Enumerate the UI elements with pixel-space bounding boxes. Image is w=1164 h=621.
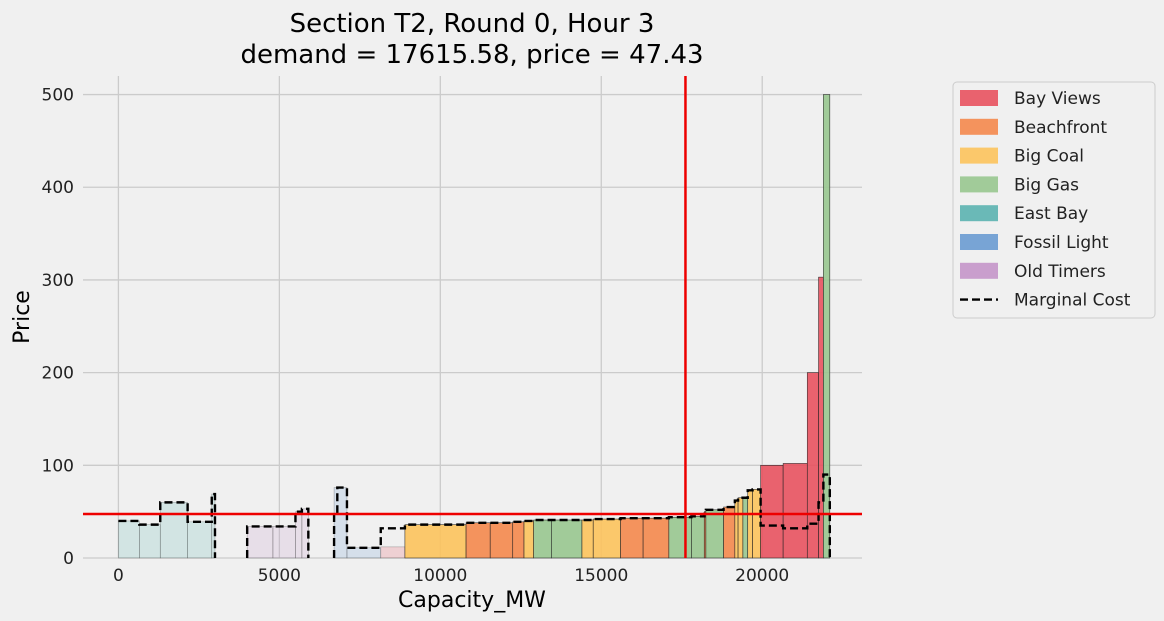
bar-17 xyxy=(533,519,552,559)
bar-16 xyxy=(523,520,534,559)
bar-30 xyxy=(742,496,749,559)
bar-14 xyxy=(489,522,514,559)
bar-37 xyxy=(823,94,831,559)
chart-title-line-1: Section T2, Round 0, Hour 3 xyxy=(290,9,655,39)
y-tick-label-1: 100 xyxy=(42,456,74,476)
x-tick-label-4: 20000 xyxy=(735,566,789,586)
bar-20 xyxy=(592,518,621,559)
legend-swatch-1 xyxy=(960,118,998,135)
legend-swatch-6 xyxy=(960,262,998,279)
bar-24 xyxy=(691,515,705,559)
legend-label-4: East Bay xyxy=(1014,204,1088,224)
legend-label-3: Big Gas xyxy=(1014,175,1079,195)
legend-label-1: Beachfront xyxy=(1014,118,1107,138)
bar-18 xyxy=(551,519,583,559)
bar-19 xyxy=(581,519,594,559)
marginal-cost-lines xyxy=(118,473,832,558)
bar-11 xyxy=(380,546,406,559)
legend-swatch-4 xyxy=(960,205,998,222)
legend-frame xyxy=(952,81,1156,319)
bar-28 xyxy=(734,500,739,559)
bar-35 xyxy=(806,372,819,559)
bar-23 xyxy=(668,516,692,559)
x-tick-label-2: 10000 xyxy=(413,566,467,586)
legend-label-7: Marginal Cost xyxy=(1014,291,1131,311)
marginal-cost-segment-2 xyxy=(332,473,832,558)
bar-12 xyxy=(404,524,467,559)
x-tick-label-3: 15000 xyxy=(574,566,628,586)
bar-15 xyxy=(512,521,525,559)
bar-2 xyxy=(159,502,188,559)
legend: Bay Views Beachfront Big Coal Big Gas East B… xyxy=(952,81,1156,319)
bars xyxy=(118,94,831,559)
legend-swatch-0 xyxy=(960,90,998,106)
gridlines xyxy=(83,76,862,559)
bar-3 xyxy=(187,521,213,559)
reference-lines xyxy=(83,76,862,558)
bar-33 xyxy=(760,465,784,559)
y-tick-label-4: 400 xyxy=(42,178,74,198)
y-tick-label-2: 200 xyxy=(42,364,74,384)
bar-34 xyxy=(782,463,808,559)
y-tick-label-0: 0 xyxy=(63,549,74,569)
bar-29 xyxy=(737,497,744,559)
bar-5 xyxy=(246,526,274,559)
bar-0 xyxy=(118,520,140,559)
bar-6 xyxy=(272,526,296,559)
legend-swatch-5 xyxy=(960,234,998,250)
legend-swatch-3 xyxy=(960,176,998,193)
legend-label-2: Big Coal xyxy=(1014,147,1084,167)
bar-26 xyxy=(705,509,724,559)
y-tick-label-3: 300 xyxy=(42,271,74,291)
legend-label-0: Bay Views xyxy=(1014,89,1101,109)
bar-31 xyxy=(747,490,753,559)
bar-32 xyxy=(752,489,761,559)
bar-10 xyxy=(346,547,382,559)
legend-label-6: Old Timers xyxy=(1014,262,1106,282)
chart-title-line-2: demand = 17615.58, price = 47.43 xyxy=(240,40,703,70)
marginal-cost-segment-1 xyxy=(245,507,310,558)
x-axis-label: Capacity_MW xyxy=(398,588,546,613)
bar-13 xyxy=(465,522,491,559)
bar-9 xyxy=(333,487,348,559)
legend-swatch-2 xyxy=(960,147,998,164)
tick-labels: 0 5000 10000 15000 20000 0 100 200 300 400 500 xyxy=(42,86,790,586)
y-tick-label-5: 500 xyxy=(42,86,74,106)
x-tick-label-1: 5000 xyxy=(258,566,301,586)
bar-1 xyxy=(139,524,161,559)
y-axis-label: Price xyxy=(10,290,35,344)
bar-22 xyxy=(642,517,670,559)
x-tick-label-0: 0 xyxy=(113,566,124,586)
bar-21 xyxy=(620,517,644,559)
legend-label-5: Fossil Light xyxy=(1014,233,1109,253)
